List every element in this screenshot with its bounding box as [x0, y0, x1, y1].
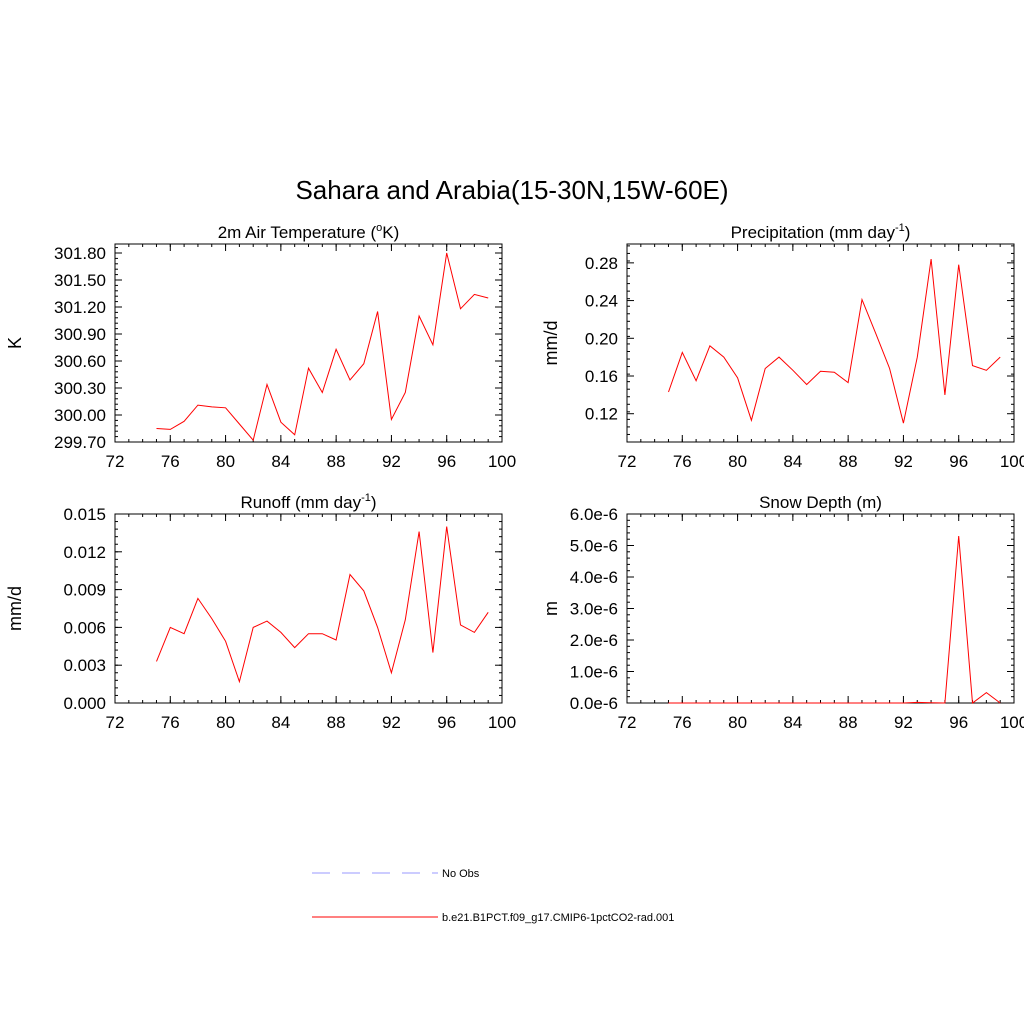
series-line [668, 535, 1001, 704]
panel-2: 72 76 80 84 88 92 96 100 0.12 0.16 0.20 0.24 0.28 Pre… [541, 222, 1024, 471]
y-tick-label: 1.0e-6 [570, 663, 618, 682]
y-tick-label: 300.30 [54, 379, 106, 398]
x-tick-label: 80 [728, 452, 747, 471]
y-tick-label: 4.0e-6 [570, 568, 618, 587]
y-tick-label: 301.20 [54, 298, 106, 317]
panel-title: Snow Depth (m) [759, 493, 882, 512]
panel-title-part: ) [371, 493, 377, 512]
x-tick-label: 88 [839, 713, 858, 732]
panel-title-part: 2m Air Temperature ( [218, 223, 377, 242]
x-tick-label: 72 [106, 452, 125, 471]
y-axis-label: mm/d [5, 586, 25, 631]
plot-frame [626, 513, 1015, 704]
y-tick-label: 0.0e-6 [570, 694, 618, 713]
x-tick-label: 80 [728, 713, 747, 732]
y-tick-label: 0.003 [63, 656, 106, 675]
x-tick-label: 76 [673, 452, 692, 471]
x-tick-label: 84 [271, 452, 290, 471]
x-tick-label: 96 [949, 713, 968, 732]
x-tick-label: 80 [216, 713, 235, 732]
y-axis-label: mm/d [541, 321, 561, 366]
y-tick-label: 5.0e-6 [570, 537, 618, 556]
x-tick-label: 100 [1000, 452, 1024, 471]
x-tick-label: 76 [673, 713, 692, 732]
x-tick-label: 88 [839, 452, 858, 471]
x-tick-label: 100 [488, 452, 516, 471]
y-tick-label: 0.28 [585, 254, 618, 273]
y-tick-label: 0.000 [63, 694, 106, 713]
panel-4: 72 76 80 84 88 92 96 100 0.0e-6 1.0e-6 2.0e-6 3.0e-… [541, 493, 1024, 732]
y-tick-label: 0.20 [585, 329, 618, 348]
y-tick-label: 299.70 [54, 433, 106, 452]
y-axis-label: m [541, 601, 561, 616]
panel-3: 72 76 80 84 88 92 96 100 0.000 0.003 0.006 0.009 0.0… [5, 492, 516, 732]
legend: No Obs b.e21.B1PCT.f09_g17.CMIP6-1pctCO2-… [312, 868, 674, 924]
y-tick-label: 300.00 [54, 406, 106, 425]
panel-title: Runoff (mm day-1) [240, 492, 376, 512]
plot-frame [626, 243, 1015, 443]
y-tick-label: 0.012 [63, 543, 106, 562]
y-tick-label: 6.0e-6 [570, 505, 618, 524]
y-tick-label: 0.009 [63, 581, 106, 600]
panel-1: 72 76 80 84 88 92 96 100 299.70 300.00 300.30 300.6… [5, 222, 516, 471]
panel-title: Precipitation (mm day-1) [731, 222, 911, 242]
series-line [156, 526, 489, 684]
y-tick-label: 301.80 [54, 244, 106, 263]
x-tick-label: 96 [437, 713, 456, 732]
y-tick-label: 0.24 [585, 292, 618, 311]
panel-title: 2m Air Temperature (oK) [218, 222, 400, 242]
x-tick-label: 84 [783, 713, 802, 732]
x-tick-label: 84 [271, 713, 290, 732]
x-tick-label: 96 [949, 452, 968, 471]
x-tick-label: 80 [216, 452, 235, 471]
panel-title-part: -1 [895, 222, 905, 234]
x-tick-label: 72 [618, 713, 637, 732]
series-line [668, 259, 1001, 424]
figure-title: Sahara and Arabia(15-30N,15W-60E) [295, 175, 728, 205]
y-tick-label: 0.16 [585, 367, 618, 386]
panel-title-part: -1 [361, 492, 371, 504]
x-tick-label: 92 [894, 452, 913, 471]
x-tick-label: 100 [1000, 713, 1024, 732]
panel-title-part: Precipitation (mm day [731, 223, 896, 242]
x-tick-label: 92 [894, 713, 913, 732]
panel-title-part: ) [905, 223, 911, 242]
panel-title-part: Runoff (mm day [240, 493, 361, 512]
x-tick-label: 92 [382, 713, 401, 732]
panels: 72 76 80 84 88 92 96 100 299.70 300.00 300.30 300.6… [5, 222, 1024, 732]
y-tick-label: 2.0e-6 [570, 631, 618, 650]
panel-title-part: o [376, 222, 382, 234]
panel-title-part: Snow Depth (m) [759, 493, 882, 512]
legend-label: No Obs [442, 868, 480, 880]
x-tick-label: 72 [106, 713, 125, 732]
y-tick-label: 3.0e-6 [570, 600, 618, 619]
plot-frame [114, 513, 503, 704]
y-axis-label: K [5, 337, 25, 349]
x-tick-label: 88 [327, 452, 346, 471]
y-tick-label: 300.60 [54, 352, 106, 371]
x-tick-label: 100 [488, 713, 516, 732]
y-tick-label: 301.50 [54, 271, 106, 290]
legend-label: b.e21.B1PCT.f09_g17.CMIP6-1pctCO2-rad.00… [442, 912, 674, 924]
panel-title-part: K) [382, 223, 399, 242]
x-tick-label: 88 [327, 713, 346, 732]
x-tick-label: 92 [382, 452, 401, 471]
x-tick-label: 96 [437, 452, 456, 471]
series-line [156, 252, 489, 442]
x-tick-label: 76 [161, 713, 180, 732]
x-tick-label: 72 [618, 452, 637, 471]
y-tick-label: 0.015 [63, 505, 106, 524]
x-tick-label: 84 [783, 452, 802, 471]
y-tick-label: 0.12 [585, 405, 618, 424]
x-tick-label: 76 [161, 452, 180, 471]
y-tick-label: 0.006 [63, 618, 106, 637]
y-tick-label: 300.90 [54, 325, 106, 344]
